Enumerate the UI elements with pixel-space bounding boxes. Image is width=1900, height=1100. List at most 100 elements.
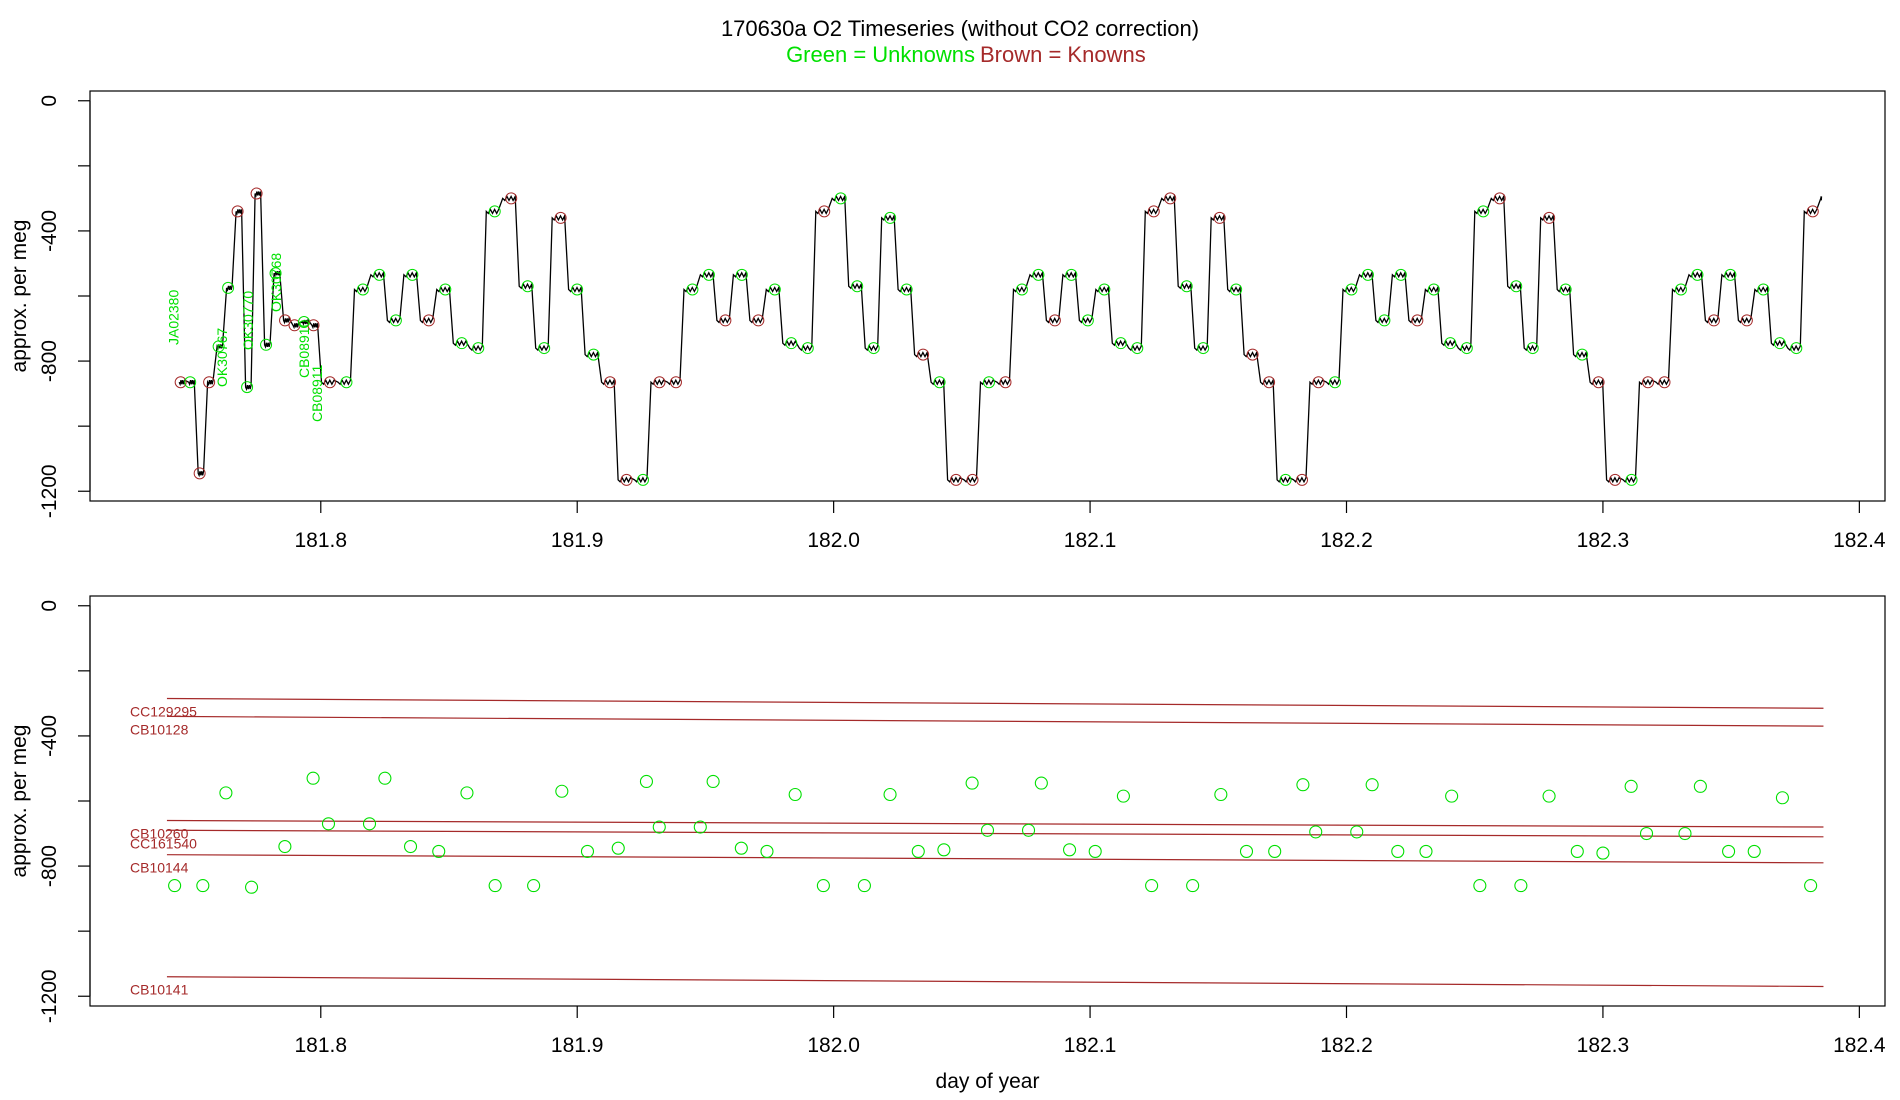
unknown-marker [1015, 283, 1028, 296]
unknown-marker [1279, 473, 1292, 486]
unknown-point [168, 879, 182, 893]
run-label: OK30767 [214, 328, 230, 387]
unknown-marker [260, 338, 273, 351]
unknown-point [1116, 789, 1130, 803]
plot-frame [89, 595, 1886, 1007]
unknown-marker [1444, 337, 1457, 350]
unknown-point [245, 880, 259, 894]
known-marker [1493, 192, 1506, 205]
unknown-marker [884, 211, 897, 224]
y-tick-label: -1200 [38, 969, 61, 1023]
known-marker [1806, 205, 1819, 218]
unknown-marker [269, 267, 282, 280]
x-tick-label: 182.3 [1577, 529, 1630, 552]
unknown-point [1722, 844, 1736, 858]
unknown-point [1034, 776, 1048, 790]
unknown-point [980, 823, 995, 837]
unknown-point [911, 844, 925, 858]
unknown-marker [389, 314, 402, 327]
known-marker [231, 205, 244, 218]
known-marker [323, 376, 336, 389]
unknown-marker [834, 192, 847, 205]
known-marker [1213, 211, 1226, 224]
unknown-point [1678, 826, 1692, 841]
x-axis-label: day of year [936, 1070, 1040, 1093]
unknown-marker [1625, 473, 1638, 486]
known-marker [1707, 314, 1720, 327]
plot-frame [89, 90, 1886, 502]
unknown-point [1268, 844, 1282, 858]
run-label: CB08910 [296, 319, 312, 378]
unknown-point [1063, 843, 1077, 857]
unknown-point [788, 787, 802, 802]
unknown-point [1445, 789, 1459, 803]
unknown-point [488, 879, 502, 893]
unknown-marker [1691, 268, 1704, 281]
known-marker [307, 319, 320, 332]
y-tick-label: -800 [38, 340, 61, 382]
unknown-point [321, 817, 336, 831]
known-marker [1312, 376, 1325, 389]
o2-trace-line [178, 191, 1823, 484]
x-tick-label: 182.3 [1577, 1034, 1630, 1057]
unknown-marker [439, 283, 452, 296]
unknown-marker [222, 281, 235, 294]
unknown-marker [184, 376, 197, 389]
standards-panel: 181.8 181.9 182.0 182.1 182.2 182.3 182.4 0 -400… [8, 595, 1886, 1093]
unknown-marker [1197, 342, 1210, 355]
known-marker [917, 348, 930, 361]
unknown-marker [801, 342, 814, 355]
run-label: OK30768 [268, 253, 284, 312]
unknown-point [652, 820, 666, 834]
y-tick-label: 0 [38, 600, 61, 612]
unknown-point [1639, 826, 1654, 841]
known-marker [818, 205, 831, 218]
unknown-point [306, 771, 320, 785]
known-marker [203, 376, 216, 389]
unknown-point [816, 879, 830, 893]
unknown-marker [983, 376, 996, 389]
unknown-marker [488, 205, 501, 218]
unknown-point [734, 841, 748, 855]
unknown-marker [1345, 283, 1358, 296]
unknown-point [1296, 778, 1310, 792]
known-marker [1592, 376, 1605, 389]
unknown-point [219, 786, 233, 800]
unknown-point [1570, 844, 1584, 858]
unknown-marker [373, 268, 386, 281]
unknown-point [1186, 879, 1200, 893]
unknown-point [1775, 791, 1789, 805]
unknown-marker [472, 342, 485, 355]
unknown-point [527, 879, 541, 893]
known-marker [966, 473, 979, 486]
unknown-point [1239, 844, 1254, 858]
x-tick-label: 182.4 [1833, 1034, 1886, 1057]
unknown-point [760, 844, 774, 858]
run-label: OK30770 [240, 291, 256, 350]
unknown-point [1693, 779, 1707, 793]
standard-label: CB10144 [130, 860, 189, 876]
known-marker [1740, 314, 1753, 327]
standard-line [166, 697, 1824, 709]
known-marker [1658, 376, 1671, 389]
known-marker [1296, 473, 1309, 486]
unknown-marker [1460, 342, 1473, 355]
unknown-marker [1230, 283, 1243, 296]
standard-line [166, 854, 1824, 864]
timeseries-panel: 181.8 181.9 182.0 182.1 182.2 182.3 182.4 0 -400… [8, 90, 1886, 552]
unknown-marker [1378, 314, 1391, 327]
unknown-marker [521, 280, 534, 293]
unknown-point [1365, 778, 1379, 792]
unknown-point [1747, 844, 1761, 858]
standard-label: CC129295 [130, 704, 197, 720]
standard-line [166, 819, 1824, 828]
unknown-marker [686, 283, 699, 296]
unknown-marker [1328, 376, 1341, 389]
x-tick-label: 182.1 [1064, 1034, 1117, 1057]
run-label: JA02380 [165, 290, 181, 345]
known-marker [1411, 314, 1424, 327]
y-axis-label: approx. per meg [8, 725, 31, 878]
unknown-marker [735, 268, 748, 281]
known-marker [999, 376, 1012, 389]
